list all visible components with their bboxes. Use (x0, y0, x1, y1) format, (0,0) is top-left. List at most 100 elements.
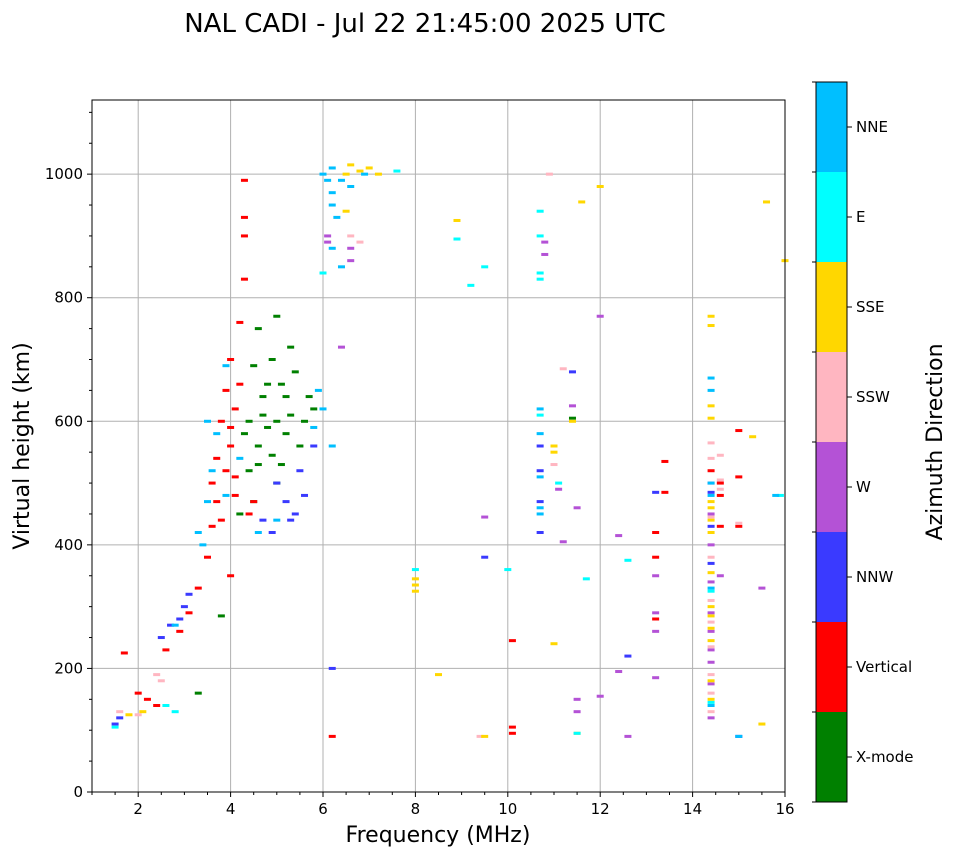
data-point (222, 493, 230, 497)
data-point (476, 734, 484, 738)
data-point (707, 441, 715, 445)
data-point (707, 404, 715, 408)
colorbar-swatch-nnw (816, 532, 847, 622)
data-point (347, 246, 355, 250)
data-point (707, 589, 715, 593)
data-point (716, 481, 724, 485)
data-point (328, 444, 336, 448)
data-point (245, 419, 253, 423)
data-point (236, 382, 244, 386)
data-point (536, 234, 544, 238)
data-point (374, 172, 382, 176)
data-point (217, 518, 225, 522)
data-point (536, 469, 544, 473)
data-point (310, 407, 318, 411)
data-point (342, 172, 350, 176)
data-point (282, 500, 290, 504)
data-point (624, 734, 632, 738)
colorbar-swatch-nne (816, 82, 847, 172)
data-point (328, 191, 336, 195)
data-point (716, 524, 724, 528)
data-point (707, 561, 715, 565)
data-point (213, 432, 221, 436)
data-point (273, 481, 281, 485)
data-point (707, 314, 715, 318)
data-point (296, 444, 304, 448)
data-point (134, 691, 142, 695)
data-point (204, 555, 211, 559)
colorbar-swatch-sse (816, 262, 847, 352)
data-point (453, 218, 461, 222)
data-point (287, 518, 295, 522)
x-axis: 2 4 6 8 10 12 14 16 (91, 792, 795, 818)
data-point (324, 234, 332, 238)
data-point (328, 166, 336, 170)
data-point (231, 493, 239, 497)
y-axis: 0 200 400 600 800 1000 (45, 111, 92, 801)
data-point (707, 506, 715, 510)
data-point (707, 639, 715, 643)
data-point (541, 252, 549, 256)
data-point (707, 716, 715, 720)
data-point (707, 531, 715, 534)
data-point (615, 534, 623, 538)
series-nnw (111, 370, 743, 738)
data-point (240, 178, 248, 182)
colorbar-tick-label: SSE (856, 298, 885, 316)
data-point (541, 240, 549, 244)
data-point (582, 577, 590, 581)
data-point (555, 481, 563, 485)
data-points (111, 163, 789, 738)
data-point (328, 203, 336, 207)
data-point (171, 710, 179, 714)
data-point (772, 493, 780, 497)
data-point (167, 623, 175, 627)
data-point (176, 629, 184, 633)
data-point (536, 432, 544, 436)
data-point (536, 531, 544, 534)
data-point (365, 166, 373, 170)
data-point (411, 589, 419, 593)
data-point (615, 670, 623, 674)
colorbar-tick-label: E (856, 208, 865, 226)
data-point (536, 413, 544, 417)
data-point (301, 493, 309, 497)
data-point (236, 456, 244, 460)
data-point (707, 416, 715, 420)
data-point (134, 713, 142, 717)
data-point (661, 490, 669, 494)
data-point (624, 558, 632, 562)
data-point (707, 629, 715, 633)
data-point (536, 271, 544, 275)
data-point (707, 626, 715, 630)
data-point (250, 500, 258, 504)
data-point (328, 734, 336, 738)
data-point (204, 419, 211, 423)
data-point (310, 444, 318, 448)
data-point (411, 583, 419, 587)
data-point (716, 493, 724, 497)
data-point (568, 416, 576, 420)
data-point (550, 463, 558, 467)
series-ssw (116, 172, 743, 738)
data-point (568, 404, 576, 408)
data-point (259, 518, 267, 522)
data-point (240, 215, 248, 219)
data-point (333, 215, 341, 219)
data-point (143, 697, 151, 701)
data-point (305, 395, 313, 399)
data-point (559, 367, 567, 371)
data-point (555, 487, 563, 491)
data-point (536, 277, 544, 281)
data-point (162, 648, 170, 652)
data-point (578, 200, 586, 204)
data-point (231, 475, 239, 479)
data-point (240, 234, 248, 238)
data-point (273, 419, 281, 423)
data-point (208, 469, 216, 473)
data-point (707, 710, 715, 714)
data-point (707, 673, 715, 677)
data-point (157, 679, 165, 683)
data-point (411, 577, 419, 581)
data-point (240, 432, 248, 436)
